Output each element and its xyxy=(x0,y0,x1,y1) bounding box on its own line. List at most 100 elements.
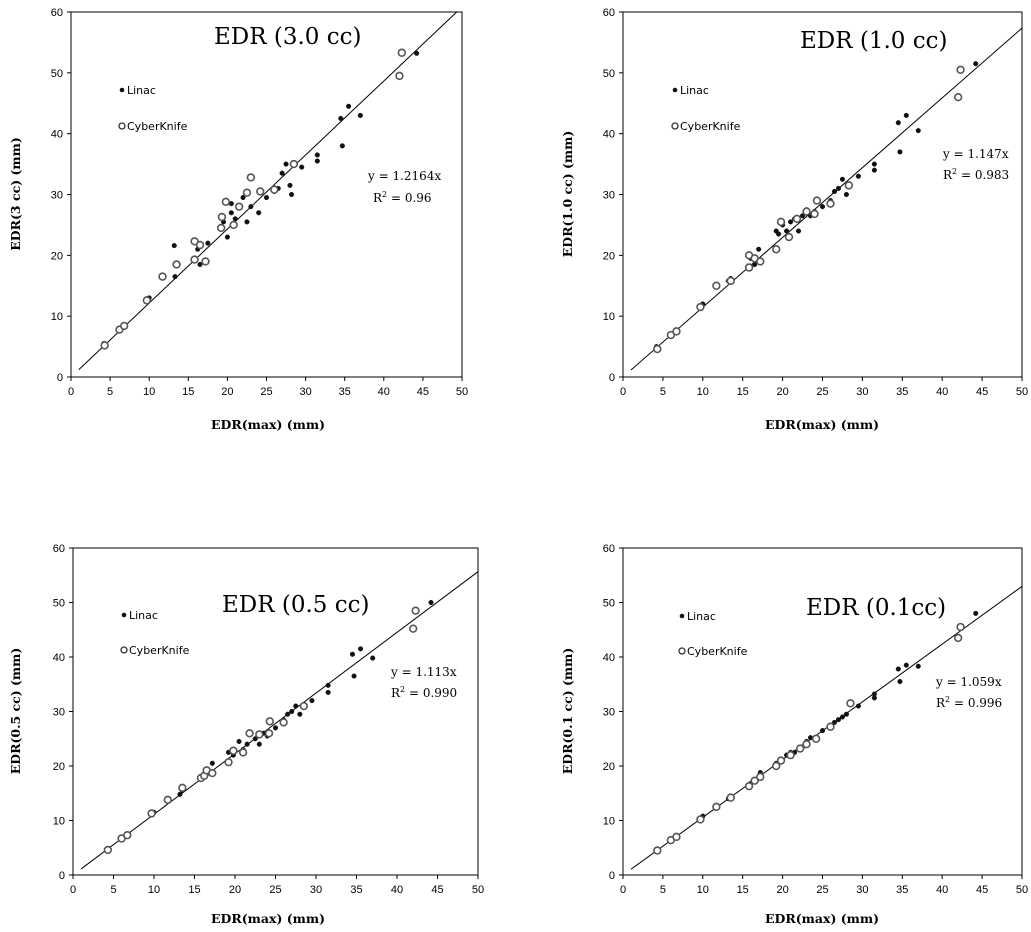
x-tick-label: 30 xyxy=(310,884,322,896)
legend-linac-marker xyxy=(672,87,678,93)
y-tick-label: 40 xyxy=(53,652,65,664)
cyberknife-point xyxy=(158,272,167,281)
x-tick-label: 35 xyxy=(896,386,908,398)
linac-point xyxy=(197,261,203,268)
legend-cyberknife-label: CyberKnife xyxy=(680,120,741,133)
linac-point xyxy=(973,61,979,67)
linac-point xyxy=(240,194,246,201)
cyberknife-point xyxy=(208,768,217,778)
linac-point xyxy=(224,234,230,240)
cyberknife-point xyxy=(811,734,821,743)
linac-point xyxy=(839,176,846,182)
linac-point xyxy=(414,50,420,56)
cyberknife-point xyxy=(812,196,822,205)
cyberknife-point xyxy=(265,717,275,726)
x-tick-label: 20 xyxy=(776,386,788,398)
linac-point xyxy=(776,231,782,237)
linac-point xyxy=(244,219,250,225)
cyberknife-point xyxy=(826,722,835,731)
x-tick-label: 25 xyxy=(816,386,828,398)
x-tick-label: 25 xyxy=(816,884,828,896)
x-tick-label: 45 xyxy=(417,386,429,398)
y-tick-label: 10 xyxy=(53,816,65,828)
cyberknife-point xyxy=(229,220,238,230)
linac-point xyxy=(835,717,842,723)
y-tick-label: 0 xyxy=(57,372,63,384)
cyberknife-point xyxy=(147,809,156,818)
cyberknife-point xyxy=(270,185,279,194)
cyberknife-point xyxy=(224,757,233,767)
chart-title: EDR (0.5 cc) xyxy=(222,592,369,618)
legend-linac-label: Linac xyxy=(127,84,156,97)
linac-point xyxy=(831,188,838,195)
x-tick-label: 25 xyxy=(260,386,272,398)
linac-point xyxy=(252,736,258,742)
legend-cyberknife-marker xyxy=(120,646,128,654)
cyberknife-point xyxy=(786,750,795,760)
cyberknife-point xyxy=(245,729,254,738)
cyberknife-point xyxy=(397,48,406,57)
linac-point xyxy=(351,673,357,679)
x-tick-label: 15 xyxy=(737,884,749,896)
y-tick-label: 0 xyxy=(609,870,615,882)
cyberknife-point xyxy=(956,65,965,74)
linac-point xyxy=(325,689,331,695)
legend-linac-label: Linac xyxy=(129,609,158,622)
x-axis-label: EDR(max) (mm) xyxy=(211,911,325,926)
linac-point xyxy=(752,261,758,268)
linac-point xyxy=(871,167,877,173)
linac-point xyxy=(788,219,794,225)
r-squared: R2 = 0.996 xyxy=(936,695,1002,710)
legend-cyberknife-marker xyxy=(678,647,686,655)
cyberknife-point xyxy=(953,633,963,643)
r-squared: R2 = 0.96 xyxy=(373,190,432,205)
linac-point xyxy=(299,164,305,170)
y-tick-label: 20 xyxy=(603,761,615,773)
linac-point xyxy=(272,725,279,731)
cyberknife-point xyxy=(784,232,794,242)
x-tick-label: 0 xyxy=(620,386,626,398)
y-tick-label: 40 xyxy=(603,652,615,664)
y-axis-label: EDR(1.0 cc) (mm) xyxy=(560,131,575,258)
x-tick-label: 10 xyxy=(697,884,709,896)
cyberknife-point xyxy=(956,622,965,632)
linac-point xyxy=(256,210,262,216)
cyberknife-point xyxy=(776,217,786,227)
linac-point xyxy=(314,158,320,164)
cyberknife-point xyxy=(221,197,231,207)
cyberknife-point xyxy=(172,260,181,269)
y-tick-label: 30 xyxy=(603,707,615,719)
linac-point xyxy=(835,185,842,191)
cyberknife-point xyxy=(242,188,252,197)
cyberknife-point xyxy=(238,748,248,757)
linac-point xyxy=(843,191,849,198)
cyberknife-point xyxy=(255,730,264,739)
x-tick-label: 5 xyxy=(107,386,113,398)
cyberknife-point xyxy=(246,173,256,182)
cyberknife-point xyxy=(119,321,129,331)
y-tick-label: 60 xyxy=(51,7,63,19)
linac-point xyxy=(172,274,178,280)
cyberknife-point xyxy=(756,772,765,782)
linac-point xyxy=(236,738,242,745)
linac-point xyxy=(784,228,790,234)
y-tick-label: 50 xyxy=(53,598,65,610)
x-tick-label: 15 xyxy=(737,386,749,398)
legend-cyberknife-label: CyberKnife xyxy=(687,645,748,658)
linac-point xyxy=(346,103,352,109)
x-tick-label: 20 xyxy=(221,386,233,398)
y-tick-label: 60 xyxy=(53,543,65,555)
linac-point xyxy=(871,691,877,697)
y-axis-label: EDR(0.1 cc) (mm) xyxy=(560,648,575,775)
cyberknife-point xyxy=(726,276,735,286)
linac-point xyxy=(819,204,826,210)
linac-point xyxy=(244,741,250,747)
scatter-chart-3cc: 0 5 10 15 20 25 30 35 40 45 50 0 10 20 30 40 50 60 EDR (3.… xyxy=(8,7,468,432)
x-tick-label: 45 xyxy=(976,386,988,398)
y-tick-label: 0 xyxy=(609,372,615,384)
x-tick-label: 10 xyxy=(697,386,709,398)
cyberknife-point xyxy=(802,740,811,749)
cyberknife-point xyxy=(672,327,681,336)
cyberknife-point xyxy=(712,802,721,812)
linac-point xyxy=(358,646,364,652)
